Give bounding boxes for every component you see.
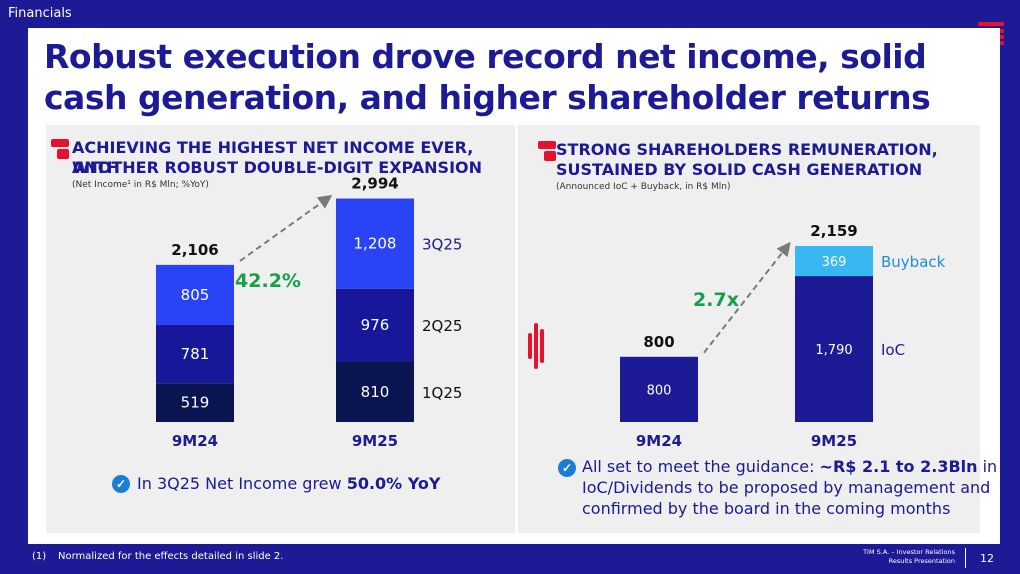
check-icon: ✓ [112,475,130,493]
panel-heading-line1: STRONG SHAREHOLDERS REMUNERATION, [556,140,938,159]
growth-label: 42.2% [235,270,301,292]
total-label: 2,994 [351,175,398,193]
bar-1q25-9m25 [336,361,414,422]
bar-ioc-9m25 [795,276,873,422]
tim-mark-icon [528,323,548,369]
total-label: 800 [643,333,674,351]
note-prefix: All set to meet the guidance: [582,457,820,476]
data-label: 976 [361,316,390,334]
check-icon: ✓ [558,459,576,477]
footer-presentation: Results Presentation [888,557,955,565]
footnote: (1) Normalized for the effects detailed i… [32,551,283,562]
shareholder-panel: STRONG SHAREHOLDERS REMUNERATION, SUSTAI… [518,125,997,533]
note-bold: 50.0% YoY [346,474,441,493]
page-title: Robust execution drove record net income… [44,37,931,117]
panel-subtitle: (Announced IoC + Buyback, in R$ Mln) [556,182,731,192]
total-label: 2,106 [171,241,218,259]
note-line3: confirmed by the board in the coming mon… [582,499,951,518]
category-label: 9M25 [352,432,398,450]
net-income-panel: ACHIEVING THE HIGHEST NET INCOME EVER, W… [46,125,515,533]
flag-icon [538,141,556,163]
bar-buyback-9m25 [795,246,873,277]
data-label: 810 [361,383,390,401]
section-label: Financials [8,6,72,21]
guidance-note: All set to meet the guidance: ~R$ 2.1 to… [582,456,997,519]
growth-arrow [703,241,791,354]
footnote-number: (1) [32,551,47,562]
data-label: 1,208 [354,235,397,253]
legend-label: 1Q25 [422,384,462,402]
bar-1q25-9m24 [156,383,234,422]
data-label: 781 [181,345,210,363]
data-label: 805 [181,286,210,304]
data-label: 800 [647,383,672,398]
growth-label: 2.7x [693,289,739,311]
legend-label: 2Q25 [422,317,462,335]
bar-2q25-9m24 [156,324,234,384]
legend-label: IoC [881,341,905,359]
flag-icon [51,139,69,161]
slide-content: Robust execution drove record net income… [28,28,1000,544]
total-label: 2,159 [810,222,857,240]
bar-2q25-9m25 [336,288,414,362]
panel-heading-line1: ACHIEVING THE HIGHEST NET INCOME EVER, W… [72,138,474,177]
net-income-note: In 3Q25 Net Income grew 50.0% YoY [137,473,440,494]
bar-ioc-9m24 [620,356,698,422]
bar-3q25-9m25 [336,198,414,289]
category-label: 9M24 [636,432,682,450]
page-number: 12 [980,552,994,565]
note-suffix: in [977,457,998,476]
data-label: 1,790 [815,343,852,358]
legend-label: Buyback [881,253,946,271]
panel-subtitle: (Net Income¹ in R$ Mln; %YoY) [72,180,209,190]
growth-arrow [239,194,333,262]
category-label: 9M25 [811,432,857,450]
footer-company-name: TIM S.A. – Investor Relations [863,548,955,556]
note-bold: ~R$ 2.1 to 2.3Bln [819,457,978,476]
note-line2: IoC/Dividends to be proposed by manageme… [582,478,991,497]
data-label: 519 [181,394,210,412]
shareholder-chart: 800 800 9M24 1,790 369 2,159 9M25 2.7x Buyback Io… [620,222,946,450]
note-prefix: In 3Q25 Net Income grew [137,474,347,493]
footnote-text: Normalized for the effects detailed in s… [58,551,284,562]
footer-divider [965,548,966,568]
top-bar: Financials [0,0,1020,28]
panel-heading-line2: ANOTHER ROBUST DOUBLE-DIGIT EXPANSION [72,158,483,177]
footer-company: TIM S.A. – Investor Relations Results Pr… [790,548,955,566]
legend-label: 3Q25 [422,236,462,254]
panel-heading-line2: SUSTAINED BY SOLID CASH GENERATION [556,160,923,179]
data-label: 369 [822,255,847,270]
category-label: 9M24 [172,432,218,450]
bar-3q25-9m24 [156,264,234,325]
net-income-chart: 519 781 805 2,106 9M24 810 976 1,208 2,994 9M25 42… [156,175,462,450]
